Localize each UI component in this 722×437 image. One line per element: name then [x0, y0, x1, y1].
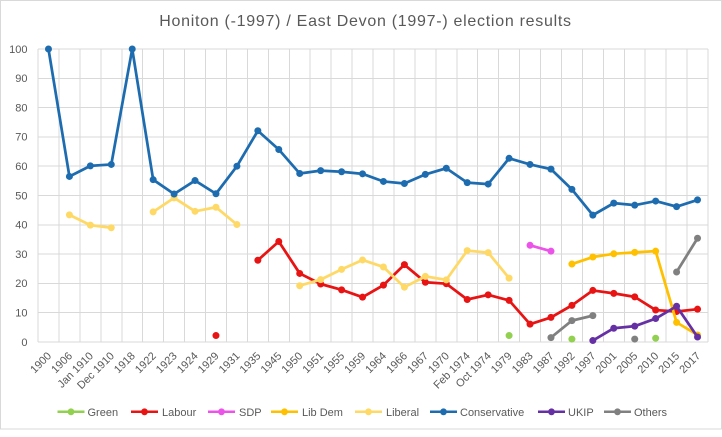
svg-text:Liberal: Liberal: [386, 407, 419, 419]
svg-text:20: 20: [15, 278, 27, 290]
svg-text:60: 60: [15, 161, 27, 173]
svg-text:SDP: SDP: [239, 407, 262, 419]
svg-text:UKIP: UKIP: [568, 407, 594, 419]
svg-text:Lib Dem: Lib Dem: [302, 407, 343, 419]
svg-text:80: 80: [15, 102, 27, 114]
svg-text:40: 40: [15, 220, 27, 232]
svg-text:50: 50: [15, 190, 27, 202]
svg-text:Conservative: Conservative: [460, 407, 524, 419]
svg-text:100: 100: [9, 44, 27, 56]
svg-text:30: 30: [15, 249, 27, 261]
svg-text:70: 70: [15, 132, 27, 144]
svg-text:0: 0: [21, 337, 27, 349]
svg-text:Green: Green: [88, 407, 119, 419]
svg-text:Labour: Labour: [162, 407, 197, 419]
svg-text:10: 10: [15, 308, 27, 320]
svg-text:Honiton (-1997) / East Devon (: Honiton (-1997) / East Devon (1997-) ele…: [159, 13, 572, 30]
svg-text:Others: Others: [634, 407, 668, 419]
svg-text:90: 90: [15, 73, 27, 85]
